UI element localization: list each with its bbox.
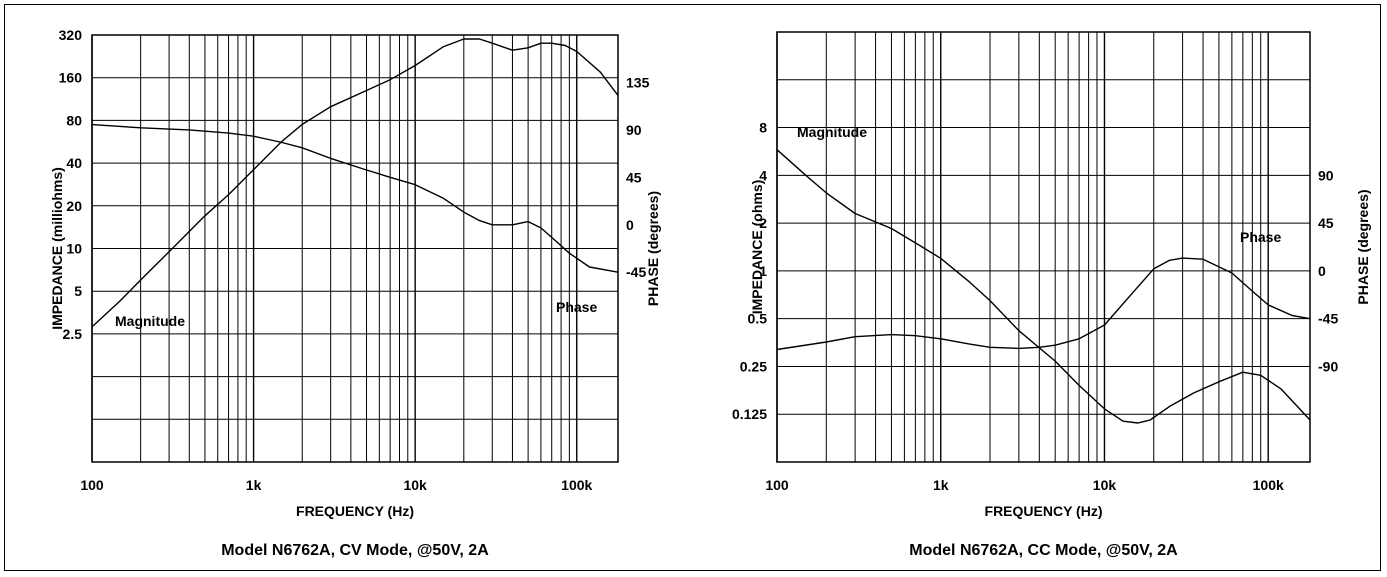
chart-1: 100 1k 10k 100k 320 160 80 40 20 10 5 2.5 135 90 45 0 -4… [49, 27, 661, 559]
y-tick-label: 40 [66, 155, 82, 171]
x-tick-label: 100 [765, 477, 789, 493]
series-line-phase [776, 257, 1311, 351]
plot-border [91, 34, 619, 463]
y-tick-label: 0.25 [740, 358, 767, 374]
x-tick-label: 100k [561, 477, 592, 493]
y2-tick-label: 0 [1318, 263, 1326, 279]
y2-tick-label: 45 [1318, 215, 1334, 231]
annotation-magnitude: Magnitude [797, 124, 867, 140]
chart-caption: Model N6762A, CC Mode, @50V, 2A [909, 542, 1178, 559]
y2-axis-label: PHASE (degrees) [1355, 189, 1371, 304]
y2-axis-label: PHASE (degrees) [645, 191, 661, 306]
x-tick-label: 100 [80, 477, 104, 493]
y-tick-label: 5 [74, 283, 82, 299]
annotation-phase: Phase [1240, 229, 1281, 245]
x-axis-label: FREQUENCY (Hz) [296, 503, 414, 519]
y2-tick-label: 90 [626, 122, 642, 138]
y-tick-label: 2 [759, 215, 767, 231]
x-tick-label: 10k [1093, 477, 1117, 493]
y-axis-label: IMPEDANCE (milliohms) [49, 167, 65, 330]
y-tick-label: 20 [66, 198, 82, 214]
plot-border [776, 31, 1311, 463]
y-axis-label: IMPEDANCE (ohms) [749, 180, 765, 315]
y-tick-label: 0.125 [732, 406, 767, 422]
y2-tick-label: 45 [626, 169, 642, 185]
x-tick-label: 1k [246, 477, 262, 493]
y2-tick-label: 90 [1318, 167, 1334, 183]
chart-2: 100 1k 10k 100k 8 4 2 1 0.5 0.25 0.125 90 45 0 -45 -90 F… [732, 31, 1371, 559]
y-tick-label: 0.5 [748, 311, 768, 327]
y-tick-label: 10 [66, 241, 82, 257]
y2-tick-label: 135 [626, 74, 650, 90]
y2-tick-label: 0 [626, 217, 634, 233]
series-line-magnitude [91, 38, 619, 328]
y-tick-label: 320 [59, 27, 83, 43]
x-tick-label: 1k [933, 477, 949, 493]
y2-tick-label: -90 [1318, 358, 1338, 374]
x-tick-label: 10k [403, 477, 427, 493]
annotation-phase: Phase [556, 299, 597, 315]
y2-tick-label: -45 [626, 264, 646, 280]
x-tick-label: 100k [1253, 477, 1284, 493]
y-tick-label: 4 [759, 167, 767, 183]
y-tick-label: 1 [759, 263, 767, 279]
series-line-phase [91, 123, 619, 273]
x-axis-label: FREQUENCY (Hz) [985, 503, 1103, 519]
y-tick-label: 80 [66, 112, 82, 128]
y-tick-label: 8 [759, 120, 767, 136]
figure-frame [4, 4, 1381, 571]
y-tick-label: 160 [59, 70, 83, 86]
y2-tick-label: -45 [1318, 311, 1338, 327]
y-tick-label: 2.5 [63, 326, 83, 342]
series-line-magnitude [776, 149, 1311, 424]
annotation-magnitude: Magnitude [115, 313, 185, 329]
chart-caption: Model N6762A, CV Mode, @50V, 2A [221, 542, 489, 559]
